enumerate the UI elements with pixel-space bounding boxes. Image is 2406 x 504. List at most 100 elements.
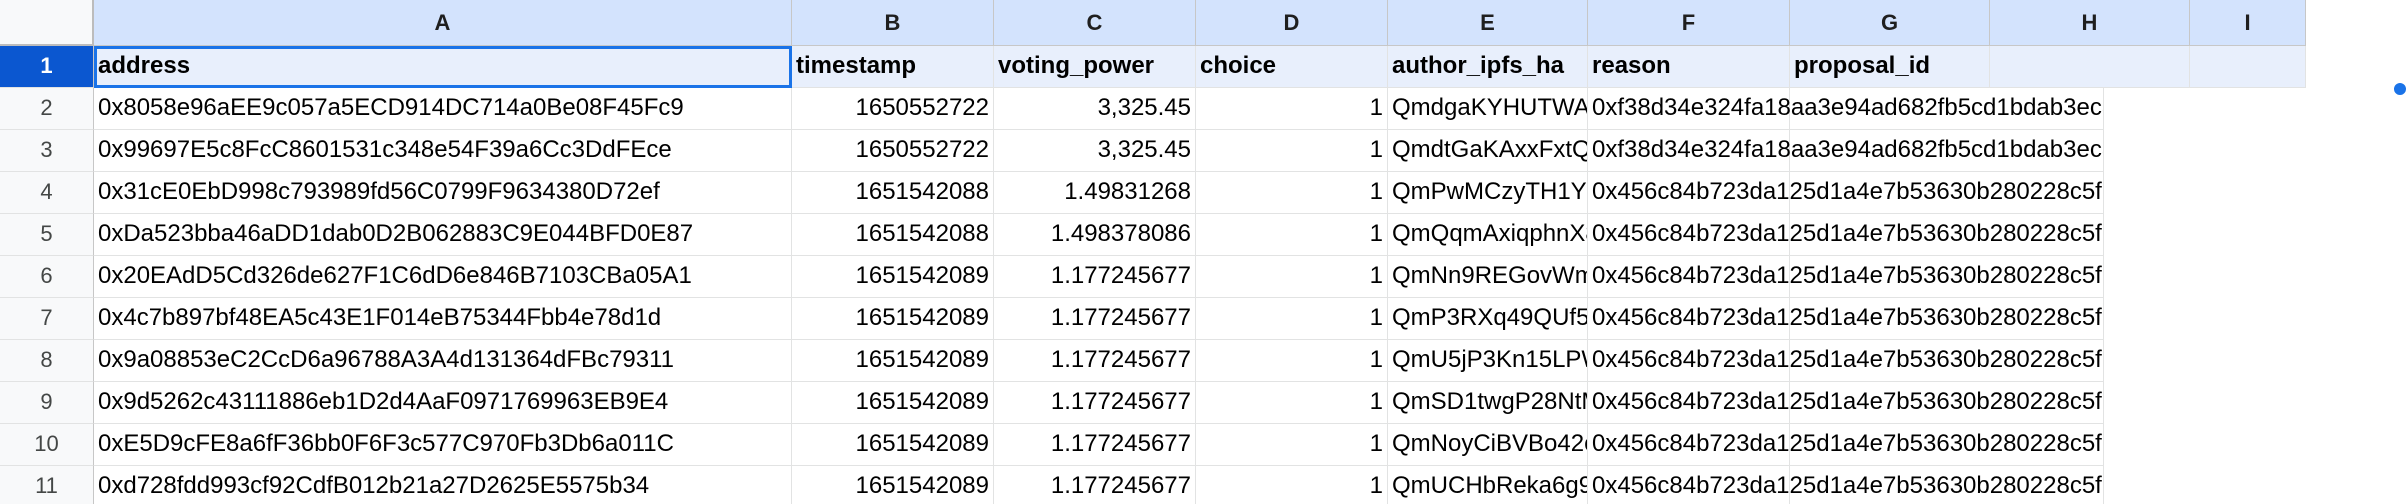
row-number[interactable]: 9 (0, 382, 94, 424)
row-number[interactable]: 6 (0, 256, 94, 298)
column-header-a[interactable]: A (94, 0, 792, 46)
timestamp-cell[interactable]: 1651542089 (792, 466, 994, 504)
proposal-id-cell[interactable]: 0xf38d34e324fa18aa3e94ad682fb5cd1bdab3ec… (1588, 130, 2104, 172)
cell-f1[interactable]: reason (1588, 46, 1790, 88)
selection-fill-handle[interactable] (2392, 81, 2406, 97)
choice-cell[interactable]: 1 (1196, 214, 1388, 256)
voting-power-cell[interactable]: 1.498378086 (994, 214, 1196, 256)
row-number[interactable]: 10 (0, 424, 94, 466)
timestamp-cell[interactable]: 1650552722 (792, 130, 994, 172)
voting-power-cell[interactable]: 3,325.45 (994, 88, 1196, 130)
voting-power-cell[interactable]: 3,325.45 (994, 130, 1196, 172)
address-cell[interactable]: 0xDa523bba46aDD1dab0D2B062883C9E044BFD0E… (94, 214, 792, 256)
voting-power-cell[interactable]: 1.177245677 (994, 466, 1196, 504)
proposal-id-cell[interactable]: 0x456c84b723da125d1a4e7b53630b280228c5f2… (1588, 340, 2104, 382)
author-ipfs-hash-cell[interactable]: QmP3RXq49QUf5fnPtK1Bnu2vLe (1388, 298, 1588, 340)
address-cell[interactable]: 0x31cE0EbD998c793989fd56C0799F9634380D72… (94, 172, 792, 214)
proposal-id-cell[interactable]: 0x456c84b723da125d1a4e7b53630b280228c5f2… (1588, 214, 2104, 256)
row-number[interactable]: 8 (0, 340, 94, 382)
row-number[interactable]: 11 (0, 466, 94, 504)
proposal-id-cell[interactable]: 0x456c84b723da125d1a4e7b53630b280228c5f2… (1588, 382, 2104, 424)
choice-cell[interactable]: 1 (1196, 340, 1388, 382)
row-number[interactable]: 2 (0, 88, 94, 130)
column-header-d[interactable]: D (1196, 0, 1388, 46)
choice-cell[interactable]: 1 (1196, 88, 1388, 130)
voting-power-cell[interactable]: 1.177245677 (994, 340, 1196, 382)
author-ipfs-hash-cell[interactable]: QmU5jP3Kn15LPWggk1Mq3FVN (1388, 340, 1588, 382)
table-row: 9 0x9d5262c43111886eb1D2d4AaF0971769963E… (0, 382, 2406, 424)
row-number[interactable]: 4 (0, 172, 94, 214)
row-number[interactable]: 1 (0, 46, 94, 88)
select-all-corner[interactable] (0, 0, 94, 46)
choice-cell[interactable]: 1 (1196, 424, 1388, 466)
column-header-e[interactable]: E (1388, 0, 1588, 46)
table-row: 10 0xE5D9cFE8a6fF36bb0F6F3c577C970Fb3Db6… (0, 424, 2406, 466)
cell-h1[interactable] (1990, 46, 2190, 88)
address-cell[interactable]: 0x9a08853eC2CcD6a96788A3A4d131364dFBc793… (94, 340, 792, 382)
proposal-id-cell[interactable]: 0x456c84b723da125d1a4e7b53630b280228c5f2… (1588, 298, 2104, 340)
proposal-id-cell[interactable]: 0x456c84b723da125d1a4e7b53630b280228c5f2… (1588, 172, 2104, 214)
author-ipfs-hash-cell[interactable]: QmUCHbReka6g9KHewFvqJM6c (1388, 466, 1588, 504)
voting-power-cell[interactable]: 1.177245677 (994, 298, 1196, 340)
cell-b1[interactable]: timestamp (792, 46, 994, 88)
proposal-id-cell[interactable]: 0x456c84b723da125d1a4e7b53630b280228c5f2… (1588, 466, 2104, 504)
table-row: 6 0x20EAdD5Cd326de627F1C6dD6e846B7103CBa… (0, 256, 2406, 298)
choice-cell[interactable]: 1 (1196, 466, 1388, 504)
column-header-h[interactable]: H (1990, 0, 2190, 46)
author-ipfs-hash-cell[interactable]: QmPwMCzyTH1YisgkX9w3EGKV (1388, 172, 1588, 214)
cell-a1[interactable]: address (94, 46, 792, 88)
choice-cell[interactable]: 1 (1196, 172, 1388, 214)
address-cell[interactable]: 0x4c7b897bf48EA5c43E1F014eB75344Fbb4e78d… (94, 298, 792, 340)
row-number[interactable]: 5 (0, 214, 94, 256)
timestamp-cell[interactable]: 1651542088 (792, 172, 994, 214)
voting-power-cell[interactable]: 1.177245677 (994, 424, 1196, 466)
reason-cell[interactable] (1588, 466, 1790, 504)
author-ipfs-hash-cell[interactable]: QmNn9REGovWmksEohqsGzjijA (1388, 256, 1588, 298)
row-number[interactable]: 3 (0, 130, 94, 172)
column-header-i[interactable]: I (2190, 0, 2306, 46)
choice-cell[interactable]: 1 (1196, 130, 1388, 172)
voting-power-cell[interactable]: 1.49831268 (994, 172, 1196, 214)
timestamp-cell[interactable]: 1651542089 (792, 424, 994, 466)
author-ipfs-hash-cell[interactable]: QmQqmAxiqphnX8jy1ScRt7qVzc (1388, 214, 1588, 256)
cell-i1[interactable] (2190, 46, 2306, 88)
proposal-id-cell[interactable]: 0x456c84b723da125d1a4e7b53630b280228c5f2… (1588, 424, 2104, 466)
table-row: 11 0xd728fdd993cf92CdfB012b21a27D2625E55… (0, 466, 2406, 504)
proposal-id-cell[interactable]: 0x456c84b723da125d1a4e7b53630b280228c5f2… (1588, 256, 2104, 298)
address-cell[interactable]: 0x8058e96aEE9c057a5ECD914DC714a0Be08F45F… (94, 88, 792, 130)
timestamp-cell[interactable]: 1651542088 (792, 214, 994, 256)
address-cell[interactable]: 0x9d5262c43111886eb1D2d4AaF0971769963EB9… (94, 382, 792, 424)
proposal-id-cell[interactable]: 0xf38d34e324fa18aa3e94ad682fb5cd1bdab3ec… (1588, 88, 2104, 130)
column-header-g[interactable]: G (1790, 0, 1990, 46)
column-header-b[interactable]: B (792, 0, 994, 46)
table-row: 2 0x8058e96aEE9c057a5ECD914DC714a0Be08F4… (0, 88, 2406, 130)
column-header-c[interactable]: C (994, 0, 1196, 46)
cell-e1[interactable]: author_ipfs_ha (1388, 46, 1588, 88)
cell-g1[interactable]: proposal_id (1790, 46, 1990, 88)
author-ipfs-hash-cell[interactable]: QmNoyCiBVBo42csKpvUH7FfTic (1388, 424, 1588, 466)
voting-power-cell[interactable]: 1.177245677 (994, 256, 1196, 298)
author-ipfs-hash-cell[interactable]: QmdgaKYHUTWA3gGjEu4hbuAC (1388, 88, 1588, 130)
address-cell[interactable]: 0x20EAdD5Cd326de627F1C6dD6e846B7103CBa05… (94, 256, 792, 298)
choice-cell[interactable]: 1 (1196, 298, 1388, 340)
choice-cell[interactable]: 1 (1196, 256, 1388, 298)
address-cell[interactable]: 0xE5D9cFE8a6fF36bb0F6F3c577C970Fb3Db6a01… (94, 424, 792, 466)
choice-cell[interactable]: 1 (1196, 382, 1388, 424)
timestamp-cell[interactable]: 1650552722 (792, 88, 994, 130)
author-ipfs-hash-cell[interactable]: QmdtGaKAxxFxtQhQ611guA52el (1388, 130, 1588, 172)
cell-c1[interactable]: voting_power (994, 46, 1196, 88)
timestamp-cell[interactable]: 1651542089 (792, 382, 994, 424)
voting-power-cell[interactable]: 1.177245677 (994, 382, 1196, 424)
address-cell[interactable]: 0x99697E5c8FcC8601531c348e54F39a6Cc3DdFE… (94, 130, 792, 172)
author-ipfs-hash-cell[interactable]: QmSD1twgP28NtMYFV4SmBXfN (1388, 382, 1588, 424)
timestamp-cell[interactable]: 1651542089 (792, 298, 994, 340)
column-header-row: A B C D E F G H I (0, 0, 2406, 46)
address-cell[interactable]: 0xd728fdd993cf92CdfB012b21a27D2625E5575b… (94, 466, 792, 504)
cell-d1[interactable]: choice (1196, 46, 1388, 88)
timestamp-cell[interactable]: 1651542089 (792, 256, 994, 298)
column-header-f[interactable]: F (1588, 0, 1790, 46)
row-number[interactable]: 7 (0, 298, 94, 340)
table-row: 8 0x9a08853eC2CcD6a96788A3A4d131364dFBc7… (0, 340, 2406, 382)
timestamp-cell[interactable]: 1651542089 (792, 340, 994, 382)
